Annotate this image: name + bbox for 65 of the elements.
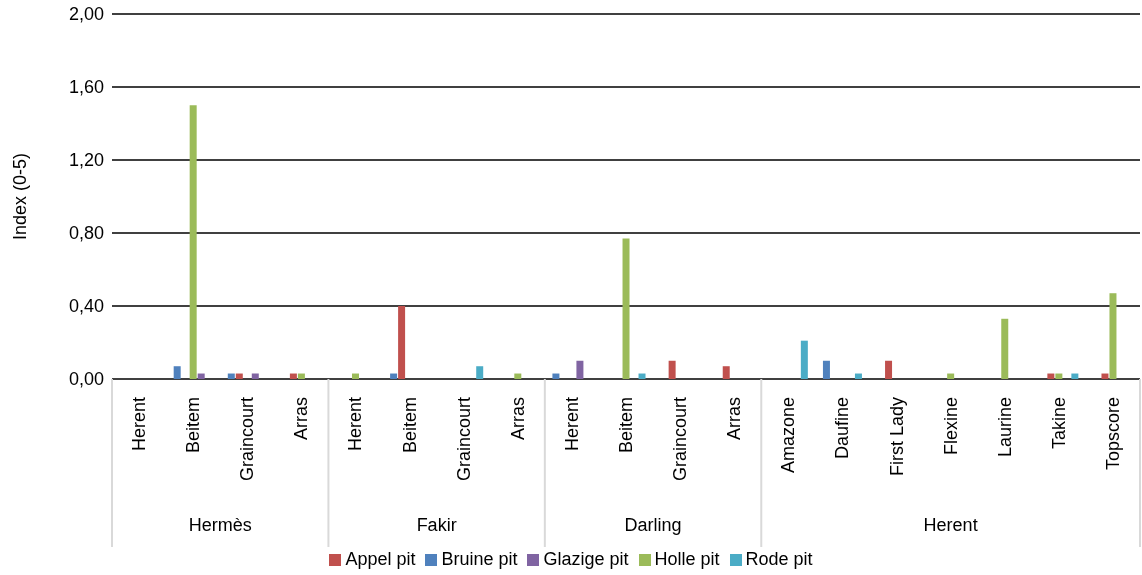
bar — [576, 360, 584, 379]
x-tick-label: Daufine — [832, 397, 853, 460]
bar — [622, 238, 630, 379]
x-tick-label: Herent — [129, 397, 150, 452]
x-tick-label: Graincourt — [237, 397, 258, 482]
bar — [854, 373, 862, 379]
bar — [227, 373, 235, 379]
y-tick-label: 0,80 — [68, 223, 104, 244]
y-tick-label: 0,40 — [68, 296, 104, 317]
bar — [390, 373, 398, 379]
legend-label: Holle pit — [654, 549, 720, 569]
x-tick-label: Arras — [724, 397, 745, 441]
bar — [1101, 373, 1109, 379]
x-tick-label: Beitem — [616, 397, 636, 454]
bar — [297, 373, 305, 379]
bar — [1071, 373, 1079, 379]
x-tick-label: Graincourt — [453, 397, 474, 482]
bar — [1047, 373, 1055, 379]
text: Herent — [923, 515, 978, 535]
bar — [885, 360, 893, 379]
text: Hermès — [188, 515, 252, 535]
x-tick-label: First Lady — [886, 397, 907, 477]
x-tick-label: Flexine — [940, 397, 961, 456]
bar — [514, 373, 522, 379]
text: Fakir — [416, 515, 457, 535]
legend-label: Appel pit — [345, 549, 416, 569]
y-tick-label: 1,60 — [68, 77, 104, 98]
x-tick-label: Beitem — [399, 397, 420, 454]
bar — [235, 373, 243, 379]
y-tick-label: 0,00 — [68, 369, 104, 390]
x-tick-label: Takine — [1048, 397, 1069, 450]
x-tick-label: Herent — [561, 397, 582, 452]
y-axis-title: Index (0-5) — [10, 152, 31, 241]
bar — [352, 373, 359, 379]
text: Darling — [624, 515, 682, 535]
bar — [476, 366, 484, 379]
x-tick-label: Topscore — [1102, 397, 1123, 471]
bar — [800, 340, 808, 379]
legend-label: Rode pit — [745, 549, 813, 569]
bar — [289, 373, 297, 379]
bar — [398, 306, 406, 379]
x-tick-label: Amazone — [778, 397, 799, 474]
y-tick-label: 1,20 — [68, 150, 104, 171]
bar — [197, 373, 205, 379]
bar — [189, 105, 197, 379]
bar — [638, 373, 646, 379]
x-tick-label: Arras — [507, 397, 528, 441]
x-tick-label: Graincourt — [670, 397, 691, 482]
legend-label: Glazige pit — [543, 549, 629, 569]
bar — [668, 360, 676, 379]
bar — [1109, 293, 1117, 379]
bar — [552, 373, 560, 379]
x-tick-label: Beitem — [183, 397, 204, 454]
bar — [1055, 373, 1063, 379]
bar — [947, 373, 955, 379]
bar — [1001, 318, 1009, 379]
bar — [173, 366, 181, 379]
bar — [722, 366, 730, 379]
legend-label: Bruine pit — [441, 549, 518, 569]
bar — [822, 360, 830, 379]
y-tick-label: 2,00 — [68, 4, 104, 25]
x-tick-label: Laurine — [994, 397, 1015, 458]
x-tick-label: Herent — [345, 397, 366, 452]
x-tick-label: Arras — [291, 397, 312, 441]
bar — [251, 373, 259, 379]
